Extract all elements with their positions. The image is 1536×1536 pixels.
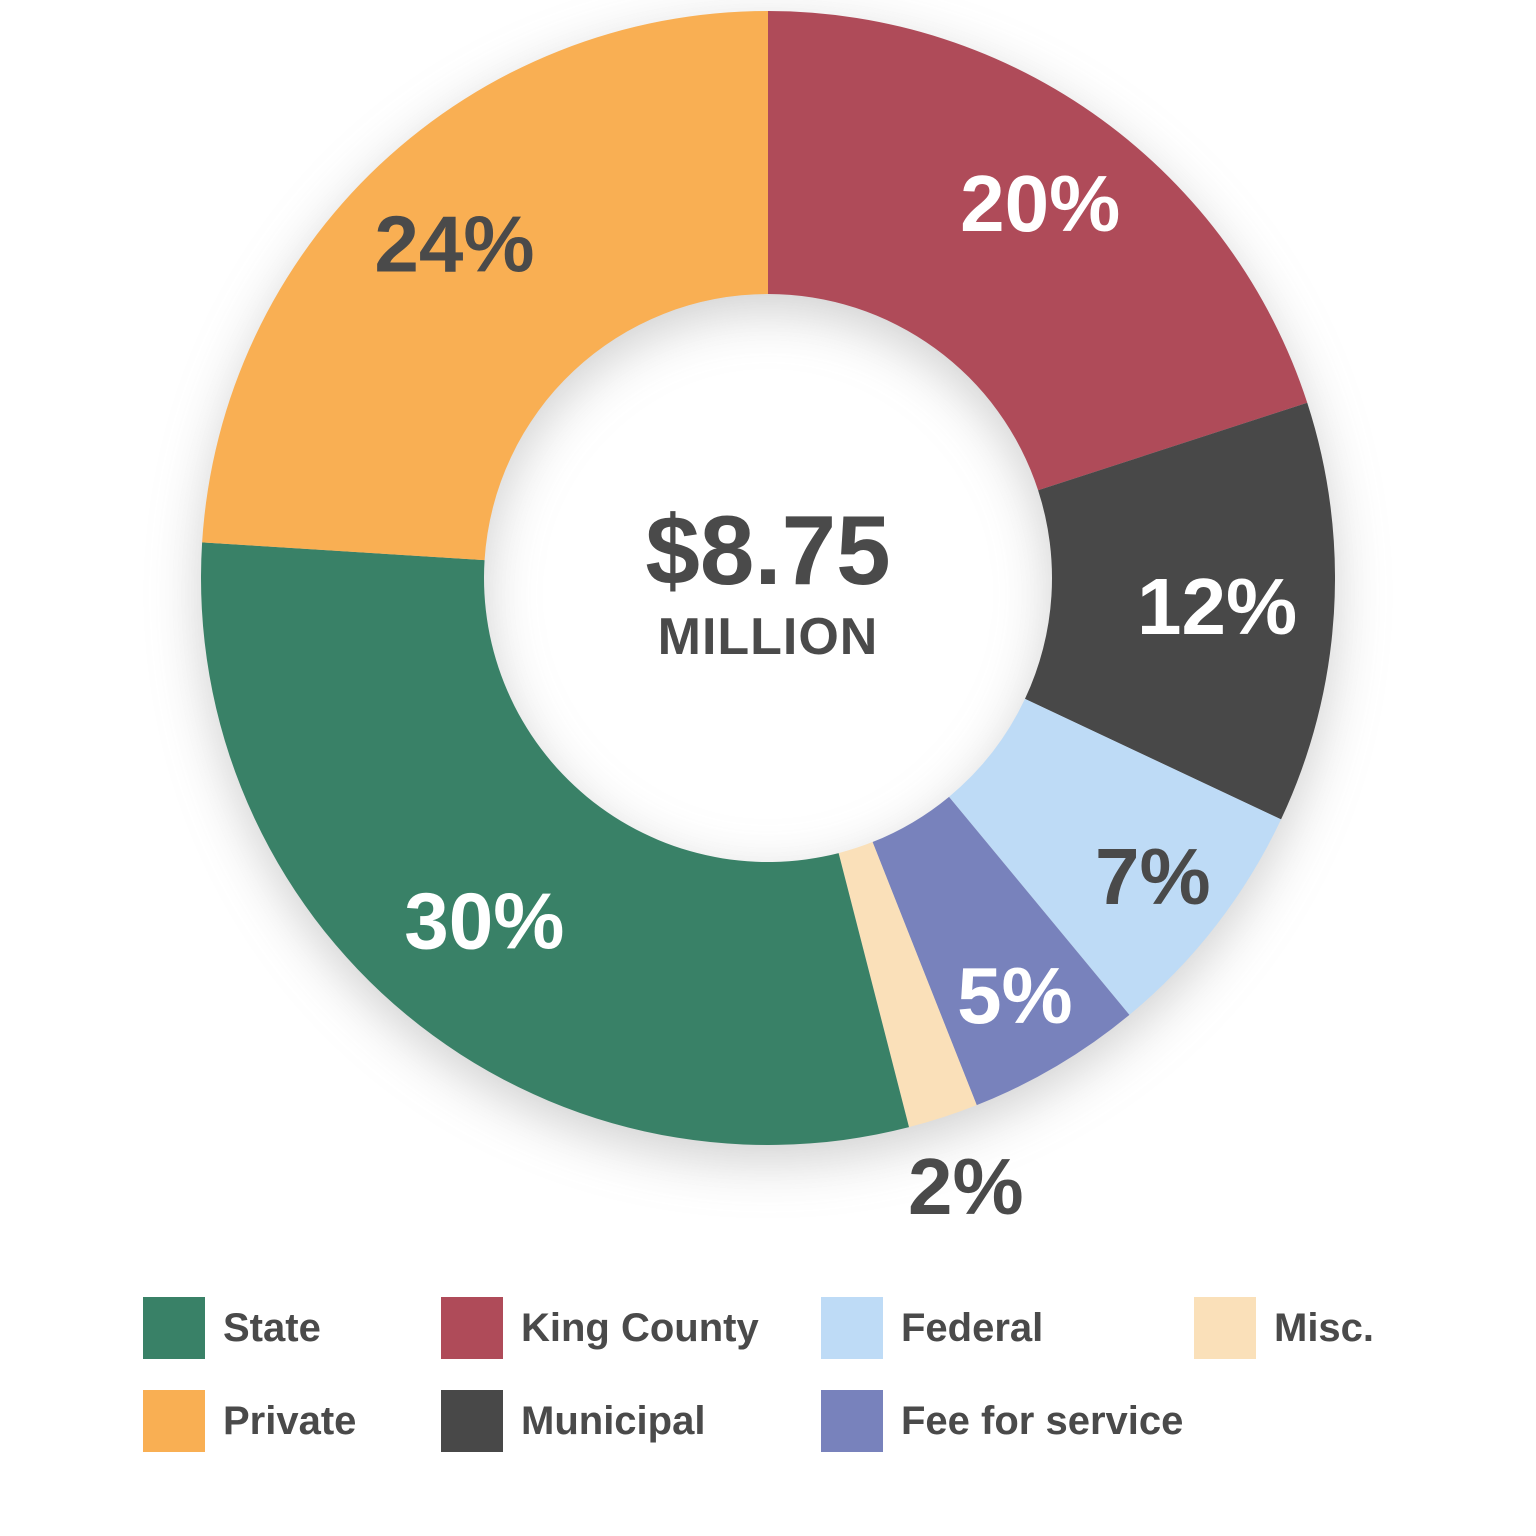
legend-item-municipal: Municipal [441, 1390, 821, 1452]
legend-swatch-state [143, 1297, 205, 1359]
donut-segment-federal [949, 698, 1282, 1015]
donut-segment-labels: 20% 12% 7%5% 2% 30% 24% [374, 159, 1297, 1231]
center-total-value: $8.75 [645, 495, 891, 605]
donut-segment-fee-for-service [872, 796, 1130, 1106]
donut-segment-misc [838, 842, 977, 1128]
legend-swatch-fee-for-service [821, 1390, 883, 1452]
segment-percent-label-federal: 7% [1095, 832, 1211, 921]
legend: State King County Federal Misc. Private Munic… [143, 1297, 1496, 1452]
legend-item-private: Private [143, 1390, 441, 1452]
legend-swatch-private [143, 1390, 205, 1452]
legend-label-state: State [223, 1305, 321, 1350]
legend-label-king-county: King County [521, 1305, 759, 1350]
legend-item-fee-for-service: Fee for service [821, 1390, 1194, 1452]
legend-label-municipal: Municipal [521, 1398, 706, 1443]
legend-swatch-federal [821, 1297, 883, 1359]
segment-percent-label-misc: 2% [908, 1142, 1024, 1231]
donut-segment-state [200, 542, 910, 1145]
segment-percent-label-state: 30% [404, 876, 564, 965]
segment-percent-label-private: 24% [374, 200, 534, 289]
legend-swatch-misc [1194, 1297, 1256, 1359]
segment-percent-label-king-county: 20% [960, 159, 1120, 248]
legend-item-king-county: King County [441, 1297, 821, 1359]
donut-segments [200, 11, 1335, 1145]
legend-label-federal: Federal [901, 1305, 1044, 1350]
legend-item-federal: Federal [821, 1297, 1194, 1359]
legend-swatch-municipal [441, 1390, 503, 1452]
donut-segment-king-county [768, 11, 1308, 491]
donut-segment-private [202, 11, 769, 561]
legend-item-state: State [143, 1297, 441, 1359]
donut-segment-municipal [1024, 402, 1335, 820]
legend-swatch-king-county [441, 1297, 503, 1359]
legend-label-private: Private [223, 1398, 357, 1443]
segment-percent-label-fee-for-service: 5% [957, 951, 1073, 1040]
legend-item-misc: Misc. [1194, 1297, 1496, 1359]
center-total-unit: MILLION [657, 608, 879, 666]
donut-center-label: $8.75 MILLION [645, 501, 890, 663]
legend-label-misc: Misc. [1274, 1305, 1375, 1350]
legend-label-fee-for-service: Fee for service [901, 1398, 1184, 1443]
segment-percent-label-municipal: 12% [1137, 562, 1297, 651]
